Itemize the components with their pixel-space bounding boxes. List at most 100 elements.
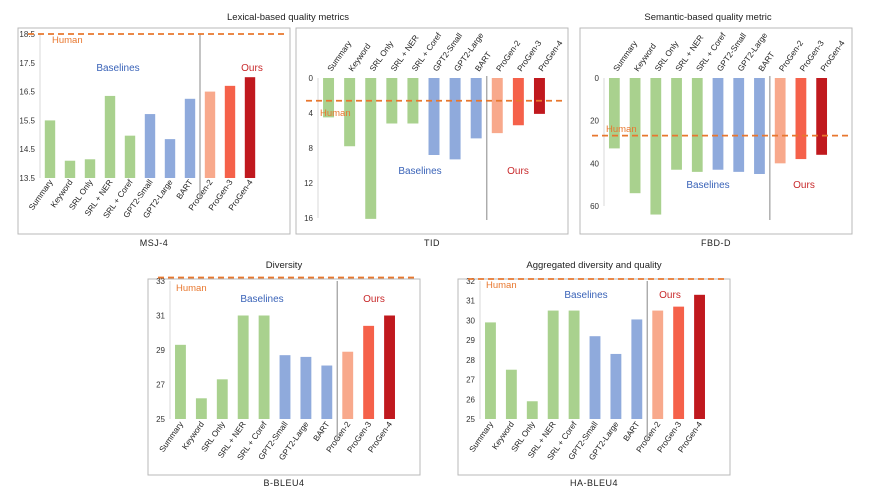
bar-bart bbox=[321, 365, 333, 419]
bar-summary bbox=[44, 120, 56, 178]
category-label: Summary bbox=[468, 419, 496, 454]
human-label: Human bbox=[176, 283, 207, 294]
y-tick-label: 4 bbox=[309, 109, 314, 118]
bar-progen-3 bbox=[673, 306, 685, 419]
bar-srl-coref bbox=[124, 135, 136, 178]
bar-srl-coref bbox=[258, 315, 270, 419]
baselines-label: Baselines bbox=[96, 63, 139, 74]
y-tick-label: 17.5 bbox=[19, 59, 35, 68]
bar-bart bbox=[470, 78, 482, 139]
chart-frame bbox=[579, 27, 853, 235]
y-tick-label: 40 bbox=[590, 159, 599, 168]
bar-summary bbox=[485, 322, 496, 419]
y-tick-label: 28 bbox=[466, 356, 475, 365]
y-tick-label: 12 bbox=[304, 179, 313, 188]
ours-label: Ours bbox=[241, 63, 263, 74]
y-tick-label: 8 bbox=[309, 144, 314, 153]
bar-summary bbox=[175, 344, 186, 419]
bar-gpt2-large bbox=[610, 353, 622, 419]
y-tick-label: 32 bbox=[466, 277, 475, 286]
category-label: BART bbox=[622, 420, 642, 443]
bar-srl-only bbox=[526, 401, 538, 419]
bar-progen-4 bbox=[694, 294, 705, 419]
bar-srl-ner bbox=[104, 95, 116, 178]
y-tick-label: 15.5 bbox=[19, 116, 35, 125]
bar-srl-coref bbox=[407, 78, 419, 124]
bar-gpt2-small bbox=[279, 355, 291, 419]
human-label: Human bbox=[606, 124, 637, 135]
bar-gpt2-large bbox=[733, 78, 745, 172]
y-tick-label: 18.5 bbox=[19, 30, 35, 39]
ours-label: Ours bbox=[659, 290, 681, 301]
y-tick-label: 14.5 bbox=[19, 145, 35, 154]
y-tick-label: 20 bbox=[590, 117, 599, 126]
category-label: BART bbox=[175, 178, 195, 201]
bar-gpt2-large bbox=[164, 139, 176, 178]
bar-progen-3 bbox=[224, 85, 236, 178]
bar-bart bbox=[754, 78, 765, 174]
bar-progen-4 bbox=[816, 78, 828, 155]
y-tick-label: 30 bbox=[466, 316, 475, 325]
bar-srl-ner bbox=[237, 315, 249, 419]
x-axis-label: HA-BLEU4 bbox=[570, 478, 618, 488]
bar-progen-4 bbox=[384, 315, 395, 419]
y-tick-label: 26 bbox=[466, 395, 475, 404]
bar-srl-ner bbox=[671, 78, 682, 170]
bar-gpt2-small bbox=[428, 78, 440, 155]
category-label: BART bbox=[757, 50, 777, 73]
y-tick-label: 13.5 bbox=[19, 174, 35, 183]
chart-frame bbox=[17, 27, 291, 235]
y-tick-label: 60 bbox=[590, 202, 599, 211]
y-tick-label: 29 bbox=[156, 346, 165, 355]
y-tick-label: 16.5 bbox=[19, 88, 35, 97]
bar-gpt2-small bbox=[144, 114, 156, 178]
bar-gpt2-small bbox=[712, 78, 724, 170]
y-tick-label: 33 bbox=[156, 277, 165, 286]
chart-frame bbox=[147, 278, 421, 476]
baselines-label: Baselines bbox=[398, 166, 441, 177]
bar-progen-2 bbox=[652, 310, 664, 419]
bar-srl-only bbox=[84, 159, 96, 178]
bar-srl-only bbox=[365, 78, 377, 219]
bar-progen-2 bbox=[774, 78, 786, 164]
chart-frame bbox=[295, 27, 569, 235]
y-tick-label: 27 bbox=[466, 376, 475, 385]
bar-keyword bbox=[505, 369, 517, 419]
bar-bart bbox=[631, 319, 643, 419]
bar-keyword bbox=[64, 160, 76, 178]
y-tick-label: 16 bbox=[304, 214, 313, 223]
y-tick-label: 31 bbox=[466, 297, 475, 306]
baselines-label: Baselines bbox=[564, 290, 607, 301]
bar-progen-3 bbox=[363, 325, 375, 419]
bar-summary bbox=[608, 78, 620, 149]
y-tick-label: 0 bbox=[309, 74, 314, 83]
y-tick-label: 25 bbox=[466, 415, 475, 424]
chart-msj4: 13.514.515.516.517.518.5SummaryKeywordSR… bbox=[17, 27, 291, 248]
bar-progen-4 bbox=[244, 77, 256, 178]
bar-keyword bbox=[344, 78, 356, 147]
y-tick-label: 29 bbox=[466, 336, 475, 345]
human-label: Human bbox=[320, 108, 351, 119]
baselines-label: Baselines bbox=[686, 180, 729, 191]
bar-srl-coref bbox=[568, 310, 580, 419]
y-tick-label: 27 bbox=[156, 381, 165, 390]
charts-layer: 13.514.515.516.517.518.5SummaryKeywordSR… bbox=[17, 27, 853, 488]
bar-progen-2 bbox=[342, 351, 354, 419]
bar-srl-coref bbox=[691, 78, 703, 172]
chart-title: Aggregated diversity and quality bbox=[526, 260, 661, 271]
bar-progen-4 bbox=[533, 78, 545, 114]
bar-srl-only bbox=[216, 379, 228, 419]
human-label: Human bbox=[486, 280, 517, 291]
human-label: Human bbox=[52, 35, 83, 46]
chart-title: Diversity bbox=[266, 260, 303, 271]
bar-progen-2 bbox=[491, 78, 503, 134]
bar-progen-3 bbox=[795, 78, 807, 160]
x-axis-label: FBD-D bbox=[701, 238, 731, 248]
x-axis-label: TID bbox=[424, 238, 440, 248]
category-label: BART bbox=[473, 50, 493, 73]
